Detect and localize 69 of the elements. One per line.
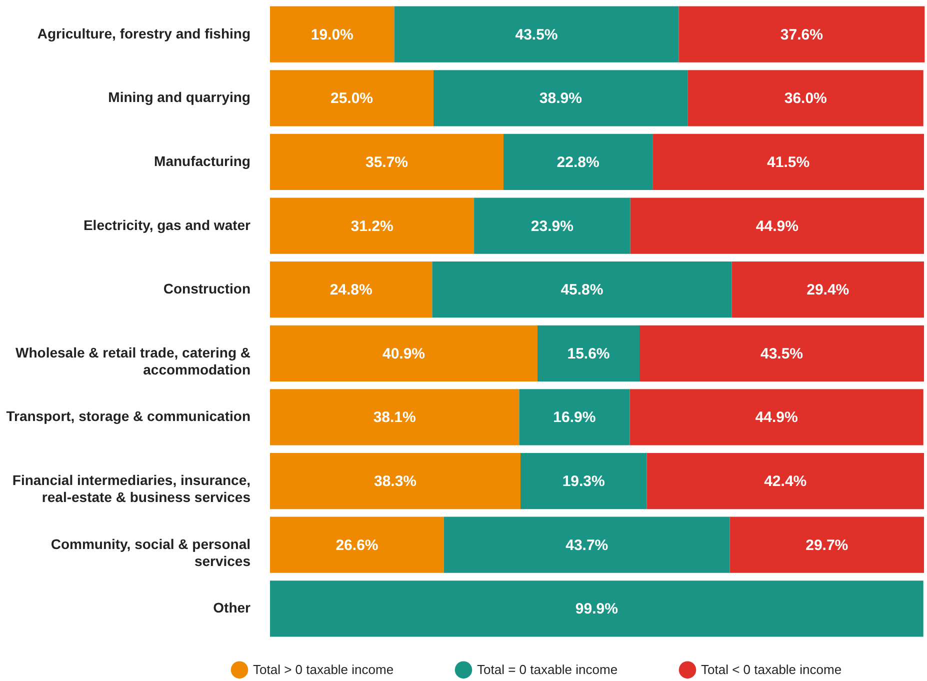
bar	[432, 262, 732, 318]
data-label: 43.7%	[566, 536, 608, 554]
data-label: 24.8%	[330, 282, 372, 299]
data-label: 35.7%	[365, 154, 408, 171]
bar	[270, 325, 538, 382]
data-label: 29.4%	[806, 282, 850, 299]
y-tick-label: Other	[213, 600, 252, 616]
legend-label: Total > 0 taxable income	[253, 662, 394, 677]
y-tick-label: Mining and quarrying	[108, 89, 250, 106]
data-label: 43.5%	[760, 345, 804, 362]
bar	[646, 452, 924, 510]
y-tick-label: Wholesale & retail trade, catering & accommodation	[16, 344, 250, 378]
data-label: 19.0%	[310, 26, 354, 44]
data-label: 42.4%	[764, 473, 807, 490]
data-label: 38.9%	[539, 90, 582, 108]
legend-label: Total = 0 taxable income	[477, 662, 618, 677]
data-label: 38.3%	[374, 473, 417, 490]
bar	[730, 516, 924, 573]
data-label: 15.6%	[567, 345, 610, 362]
bar	[732, 262, 924, 318]
data-label: 22.8%	[556, 154, 600, 171]
data-label: 29.7%	[806, 536, 848, 554]
data-label: 16.9%	[553, 409, 596, 426]
bar	[434, 70, 688, 126]
data-label: 99.9%	[575, 600, 618, 618]
bar	[394, 6, 679, 62]
bar	[270, 6, 394, 62]
data-label: 40.9%	[382, 345, 426, 362]
bar	[270, 134, 504, 190]
data-label: 23.9%	[530, 218, 574, 235]
bar	[270, 389, 520, 446]
y-tick-label: Construction	[163, 280, 250, 297]
bar	[688, 70, 924, 126]
bar	[678, 6, 925, 62]
y-tick-label: Financial intermediaries, insurance, real-estate & business services	[12, 472, 251, 506]
data-label: 44.9%	[756, 218, 798, 235]
bar	[270, 452, 520, 510]
bar	[630, 389, 924, 446]
bar	[270, 516, 444, 573]
bar	[519, 389, 630, 446]
bar	[503, 134, 653, 190]
bar	[270, 198, 474, 254]
data-label: 31.2%	[350, 218, 394, 235]
y-tick-label: Electricity, gas and water	[83, 216, 252, 233]
data-label: 19.3%	[562, 473, 605, 490]
legend-label: Total < 0 taxable income	[701, 662, 842, 677]
bar	[537, 325, 640, 382]
data-label: 41.5%	[767, 154, 810, 171]
data-label: 25.0%	[330, 90, 374, 108]
bar	[444, 516, 730, 573]
data-label: 26.6%	[336, 536, 378, 554]
bar	[270, 70, 434, 126]
y-tick-label: Community, social & personal services	[50, 536, 251, 569]
bar	[652, 134, 924, 190]
y-tick-label: Manufacturing	[154, 152, 250, 169]
bar	[270, 262, 432, 318]
y-tick-label: Transport, storage & communication	[6, 408, 250, 424]
bar	[630, 198, 924, 254]
data-label: 36.0%	[784, 90, 827, 108]
data-label: 44.9%	[755, 409, 798, 426]
y-tick-label: Agriculture, forestry and fishing	[37, 25, 250, 42]
data-label: 45.8%	[560, 282, 604, 299]
bar	[474, 198, 630, 254]
bar	[270, 580, 924, 637]
data-label: 43.5%	[515, 26, 558, 44]
bar	[520, 452, 647, 510]
bar	[640, 325, 924, 382]
data-label: 38.1%	[373, 409, 416, 426]
data-label: 37.6%	[780, 26, 823, 44]
